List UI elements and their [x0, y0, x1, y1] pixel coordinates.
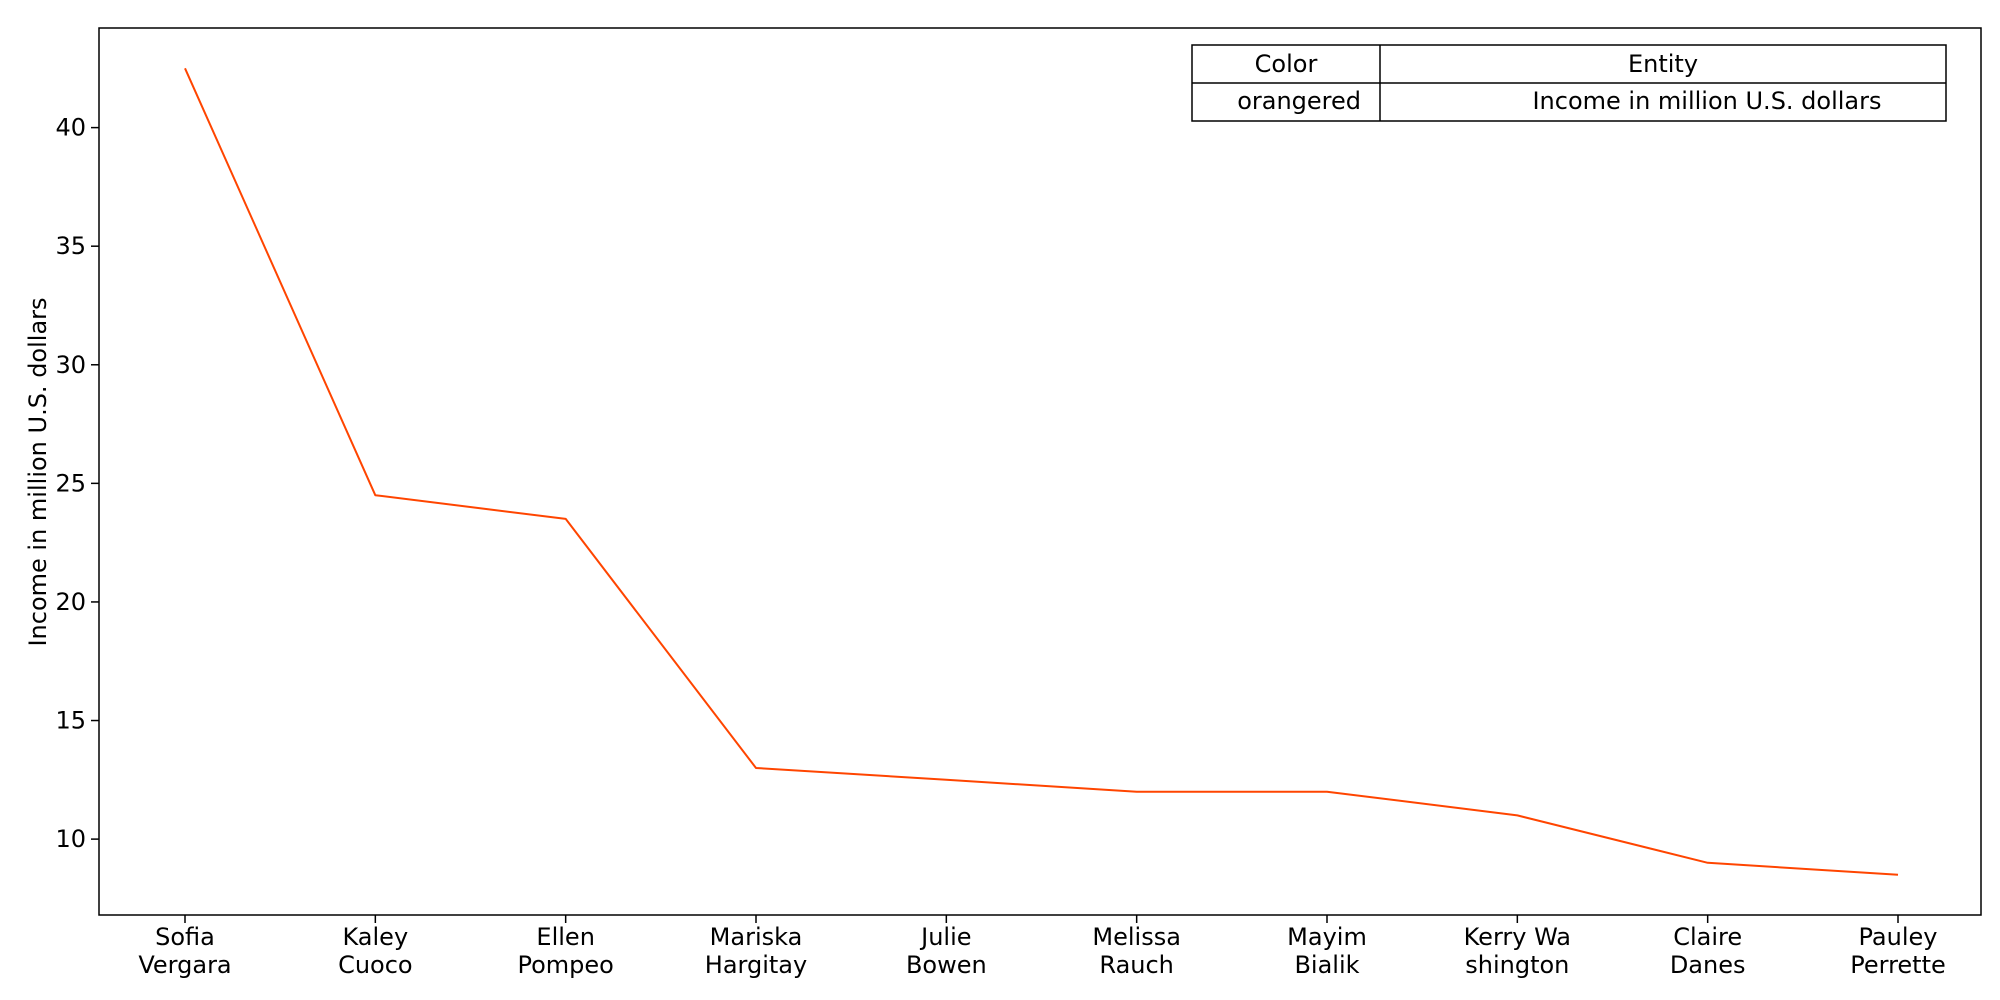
- legend-header-color: Color: [1255, 50, 1318, 78]
- y-tick-label: 10: [55, 825, 86, 853]
- x-tick-label: Claire Danes: [1670, 923, 1746, 979]
- x-tick-label: Pauley Perrette: [1850, 923, 1946, 979]
- y-tick-label: 40: [55, 114, 86, 142]
- plot-area-frame: [98, 27, 1982, 916]
- y-tick-label: 15: [55, 707, 86, 735]
- legend-header-entity: Entity: [1628, 50, 1698, 78]
- y-tick-label: 25: [55, 469, 86, 497]
- x-tick-label: Mariska Hargitay: [705, 923, 807, 979]
- x-tick-label: Ellen Pompeo: [517, 923, 613, 979]
- x-tick-label: Julie Bowen: [906, 923, 987, 979]
- y-axis: 10 15 20 25 30 35 40: [55, 114, 99, 853]
- x-tick-label: Kerry Wa shington: [1464, 923, 1571, 979]
- legend-row-entity: Income in million U.S. dollars: [1532, 87, 1881, 115]
- y-tick-label: 20: [55, 588, 86, 616]
- legend-row-color: orangered: [1237, 87, 1361, 115]
- y-tick-label: 35: [55, 232, 86, 260]
- x-tick-label: Sofia Vergara: [138, 923, 231, 979]
- series-layer: [184, 67, 1899, 876]
- x-axis: Sofia Vergara Kaley Cuoco Ellen Pompeo Mariska…: [138, 915, 1946, 979]
- legend-table: Color Entity orangered Income in million…: [1191, 44, 1947, 122]
- y-tick-label: 30: [55, 351, 86, 379]
- x-tick-label: Kaley Cuoco: [338, 923, 413, 979]
- x-tick-label: Mayim Bialik: [1287, 923, 1367, 979]
- y-axis-title: Income in million U.S. dollars: [24, 297, 52, 646]
- x-tick-label: Melissa Rauch: [1092, 923, 1181, 979]
- series-line: [184, 67, 1899, 876]
